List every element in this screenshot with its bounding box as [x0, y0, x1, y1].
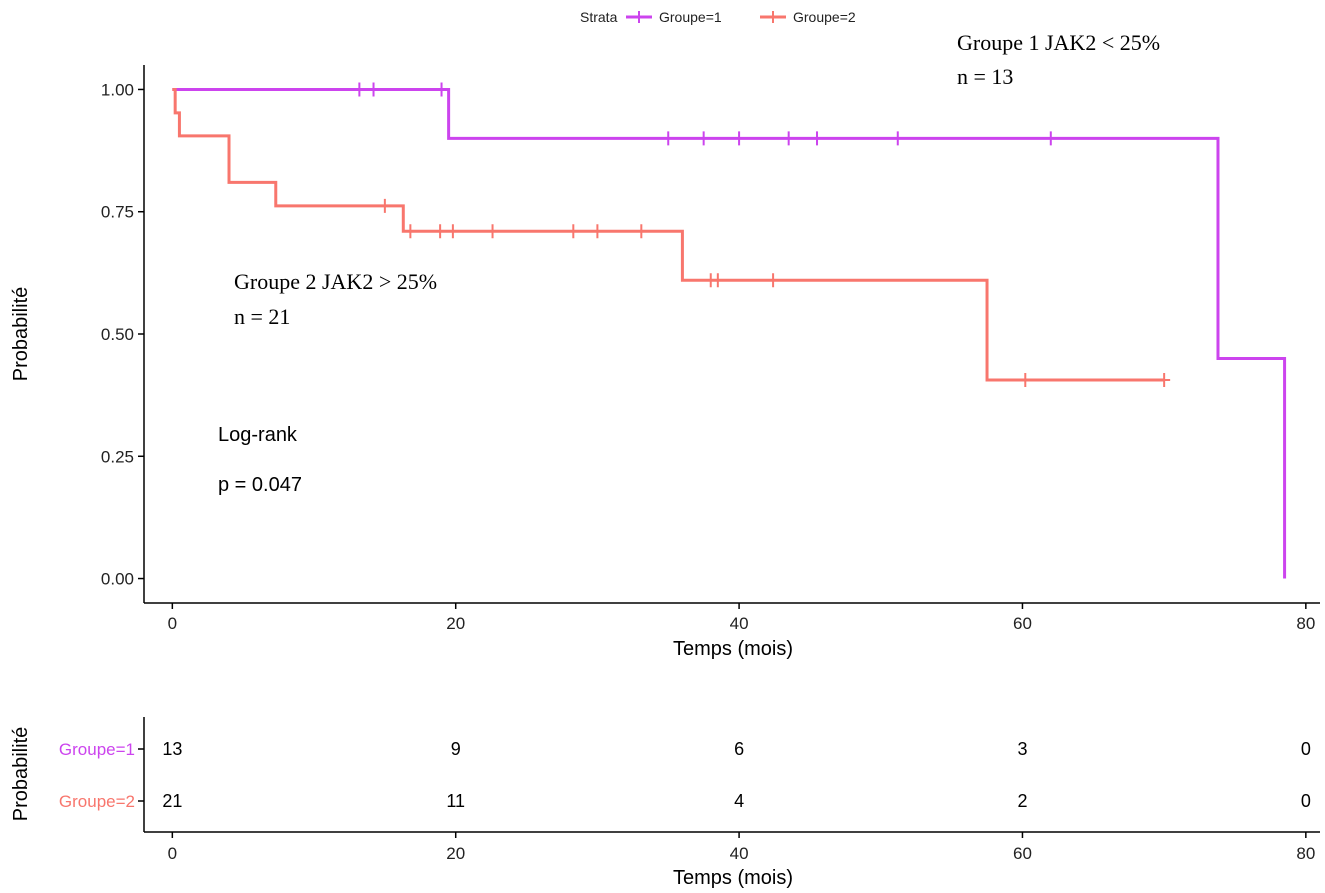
risk-count: 2: [1017, 791, 1027, 811]
km-y-tick-label: 1.00: [101, 80, 134, 99]
risk-x-axis-title: Temps (mois): [673, 867, 793, 889]
censor-mark: [591, 224, 604, 239]
censor-mark: [434, 224, 447, 239]
risk-count: 11: [446, 791, 465, 811]
risk-row-label: Groupe=2: [59, 792, 135, 811]
km-y-tick-label: 0.75: [101, 203, 134, 222]
censor-mark: [1044, 131, 1057, 146]
annotation-group-1-n: n = 13: [957, 64, 1013, 89]
censor-mark: [404, 224, 417, 239]
annotation-group-2-n: n = 21: [234, 304, 290, 329]
risk-x-tick-label: 20: [446, 844, 465, 863]
risk-count: 21: [162, 791, 182, 811]
censor-mark: [435, 82, 448, 97]
p-value-label: p = 0.047: [218, 474, 302, 496]
risk-row-label: Groupe=1: [59, 740, 135, 759]
risk-y-axis-title: Probabilité: [10, 727, 32, 822]
risk-x-tick-label: 60: [1013, 844, 1032, 863]
censor-mark: [662, 131, 675, 146]
logrank-label: Log-rank: [218, 424, 298, 446]
km-x-tick-label: 0: [168, 614, 177, 633]
km-y-axis-title: Probabilité: [10, 287, 32, 382]
risk-count: 13: [162, 739, 182, 759]
km-plot: 0 20 40 60 80 0.00 0.25 0.50 0.75 1.00 Temps (moi…: [10, 65, 1320, 660]
censor-mark: [367, 82, 380, 97]
risk-x-tick-label: 80: [1296, 844, 1315, 863]
censor-mark: [486, 224, 499, 239]
km-ticks: 0 20 40 60 80 0.00 0.25 0.50 0.75 1.00: [101, 80, 1315, 633]
risk-count: 9: [451, 739, 461, 759]
km-curve-groupe-2: [172, 87, 1165, 382]
km-y-tick-label: 0.50: [101, 325, 134, 344]
risk-count: 4: [734, 791, 744, 811]
km-y-tick-label: 0.00: [101, 570, 134, 589]
km-x-tick-label: 60: [1013, 614, 1032, 633]
annotation-group-2-title: Groupe 2 JAK2 > 25%: [234, 269, 437, 294]
censor-mark: [782, 131, 795, 146]
censor-mark: [567, 224, 580, 239]
risk-count: 6: [734, 739, 744, 759]
annotations: Groupe 1 JAK2 < 25% n = 13 Groupe 2 JAK2…: [218, 30, 1160, 496]
risk-count: 0: [1301, 739, 1311, 759]
legend: Strata Groupe=1 Groupe=2: [580, 9, 856, 25]
km-x-tick-label: 40: [730, 614, 749, 633]
legend-label-groupe-1: Groupe=1: [659, 9, 722, 25]
censor-mark: [353, 82, 366, 97]
censor-mark: [733, 131, 746, 146]
censor-mark: [697, 131, 710, 146]
risk-x-tick-label: 40: [730, 844, 749, 863]
km-x-tick-label: 20: [446, 614, 465, 633]
km-x-tick-label: 80: [1296, 614, 1315, 633]
km-y-tick-label: 0.25: [101, 447, 134, 466]
legend-label-groupe-2: Groupe=2: [793, 9, 856, 25]
risk-x-tick-label: 0: [168, 844, 177, 863]
km-curve-groupe-1: [172, 87, 1287, 579]
censor-mark: [811, 131, 824, 146]
censor-mark: [635, 224, 648, 239]
censor-mark: [1158, 372, 1171, 387]
censor-mark: [891, 131, 904, 146]
censor-mark: [446, 224, 459, 239]
legend-title: Strata: [580, 9, 618, 25]
risk-count: 3: [1017, 739, 1027, 759]
km-series: [172, 82, 1287, 579]
km-x-axis-title: Temps (mois): [673, 638, 793, 660]
censor-mark: [378, 198, 391, 213]
censor-mark: [767, 273, 780, 288]
censor-mark: [1019, 372, 1032, 387]
annotation-group-1-title: Groupe 1 JAK2 < 25%: [957, 30, 1160, 55]
risk-count: 0: [1301, 791, 1311, 811]
censor-mark: [711, 273, 724, 288]
